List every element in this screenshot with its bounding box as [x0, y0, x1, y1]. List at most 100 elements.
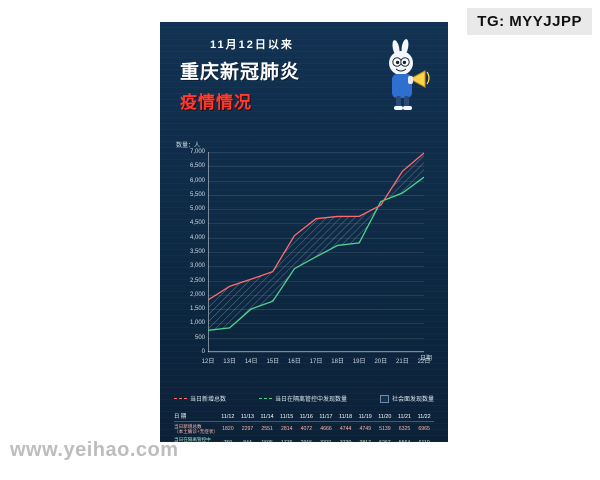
table-cell: 2814 [280, 425, 293, 432]
y-axis-title: 数量：人 [176, 143, 201, 149]
y-tick-label: 500 [194, 334, 205, 341]
headline-line-2: 重庆新冠肺炎 [180, 62, 301, 83]
chart-plot-area: 0 500 1,000 1,500 2,000 2,500 3,000 3,500 4,000 4… [190, 149, 430, 365]
y-tick-label: 2,000 [189, 291, 205, 298]
x-tick-label: 22日 [417, 359, 431, 365]
gridline [208, 323, 424, 325]
y-tick-label: 7,000 [189, 149, 205, 155]
x-tick-label: 15日 [266, 359, 280, 365]
table-header-cell: 11/22 [414, 412, 434, 423]
table-cell: 3730 [336, 436, 356, 442]
y-tick-label: 4,000 [189, 234, 205, 241]
table-cell: 3817 [355, 436, 375, 442]
table-cell: 2915 [297, 436, 317, 442]
table-row-label: 当日新增总数 （本土确诊+无症状） [174, 423, 219, 434]
hatched-box-icon [379, 394, 389, 403]
legend-item-quarantine: 当日在隔离管控中发现数量 [258, 394, 347, 403]
table-cell: 5564 [395, 436, 415, 442]
legend-label-total: 当日新增总数 [190, 397, 227, 403]
gridline [208, 352, 424, 353]
y-tick-label: 3,000 [189, 263, 205, 270]
x-tick-label: 12日 [201, 359, 215, 365]
gridline [208, 337, 424, 339]
table-cell: 4744 [339, 425, 352, 432]
gridline [208, 252, 424, 253]
headline-line-3: 疫情情况 [180, 93, 252, 112]
gridline [208, 280, 424, 282]
y-axis-line [208, 152, 209, 352]
headline-line-1: 11月12日以来 [210, 39, 294, 51]
x-tick-label: 13日 [223, 359, 236, 365]
table-row: 当日在隔离管控中发现的新增数量 7598441505177629153331373… [174, 436, 434, 442]
x-axis-title: 日期 [419, 356, 432, 362]
table-cell: 5267 [375, 436, 395, 442]
table-header-cell: 11/18 [335, 412, 356, 423]
table-cell: 844 [238, 436, 258, 442]
y-tick-label: 1,500 [189, 306, 205, 313]
x-tick-label: 20日 [374, 359, 388, 365]
table-header-cell: 11/13 [237, 412, 258, 423]
chart-legend: 当日新增总数 当日在隔离管控中发现数量 社会面发现数量 [174, 394, 434, 403]
gridline [208, 152, 424, 153]
mascot-rabbit-megaphone-icon [389, 39, 430, 110]
table-header-cell: 11/17 [316, 412, 336, 423]
y-tick-label: 5,500 [189, 191, 205, 198]
gridline [208, 223, 424, 225]
y-tick-label: 6,000 [189, 177, 205, 184]
x-tick-label: 16日 [288, 359, 301, 365]
gridline [208, 166, 424, 168]
table-header-cell: 日 期 [174, 412, 219, 423]
table-cell: 6965 [418, 425, 430, 432]
legend-label-community: 社会面发现数量 [391, 397, 434, 403]
table-header-cell: 11/20 [375, 412, 395, 423]
table-cell: 3331 [316, 436, 336, 442]
x-tick-label: 18日 [331, 359, 344, 365]
site-watermark: www.yeihao.com [10, 439, 179, 461]
table-cell: 2551 [261, 425, 273, 432]
table-cell: 5139 [379, 425, 391, 432]
table-header-cell: 11/12 [218, 412, 238, 423]
table-header-cell: 11/21 [394, 412, 415, 423]
covid-line-chart: 数量：人 日期 0 500 1,000 1,500 2,000 2,500 3,000 3,5… [174, 140, 434, 380]
legend-item-community: 社会面发现数量 [379, 394, 434, 403]
dashed-line-green-icon [258, 398, 272, 399]
table-header-cell: 11/16 [296, 412, 317, 423]
table-row-label: 当日在隔离管控中发现的新增数量 [174, 437, 211, 442]
y-tick-label: 1,000 [189, 320, 205, 327]
poster-headline: 11月12日以来 重庆新冠肺炎 疫情情况 [180, 36, 360, 113]
table-header-cell: 11/19 [355, 412, 376, 423]
y-tick-label: 3,500 [189, 249, 205, 255]
x-tick-label: 21日 [396, 359, 409, 365]
x-axis-line [208, 351, 424, 352]
x-tick-label: 19日 [352, 359, 366, 365]
gridline [208, 309, 424, 311]
legend-label-quarantine: 当日在隔离管控中发现数量 [274, 397, 347, 403]
table-header-cell: 11/15 [276, 412, 297, 423]
dashed-line-red-icon [174, 398, 187, 399]
gridline [208, 194, 424, 196]
gridline [208, 180, 424, 182]
y-tick-label: 6,500 [189, 163, 205, 170]
table-header-row: 日 期 11/12 11/13 11/14 11/15 11/16 11/17 11/18 11… [174, 412, 434, 423]
table-row: 当日新增总数 （本土确诊+无症状） 1820 2297 2551 2814 4072 4666… [174, 422, 434, 436]
chart-series-svg [208, 152, 424, 331]
y-tick-label: 0 [201, 349, 205, 355]
table-cell: 1776 [277, 436, 297, 442]
table-cell: 759 [218, 436, 238, 442]
gridline [208, 266, 424, 268]
x-tick-label: 14日 [244, 359, 258, 365]
y-tick-label: 5,000 [189, 206, 205, 213]
table-cell: 1820 [222, 425, 234, 432]
gridline [208, 209, 424, 211]
table-cell: 2297 [241, 425, 254, 432]
table-header-cell: 11/14 [257, 412, 277, 423]
table-cell: 4749 [359, 425, 371, 432]
infographic-poster: 11月12日以来 重庆新冠肺炎 疫情情况 数量：人 日期 [160, 22, 448, 442]
table-cell: 4072 [300, 425, 313, 432]
gridline [208, 237, 424, 239]
legend-item-total: 当日新增总数 [174, 394, 226, 403]
data-table-element: 日 期 11/12 11/13 11/14 11/15 11/16 11/17 11/18 11… [174, 412, 434, 442]
data-table: 日 期 11/12 11/13 11/14 11/15 11/16 11/17 11/18 11… [174, 412, 434, 442]
y-tick-label: 2,500 [189, 277, 205, 284]
tg-badge: TG: MYYJJPP [467, 8, 592, 35]
